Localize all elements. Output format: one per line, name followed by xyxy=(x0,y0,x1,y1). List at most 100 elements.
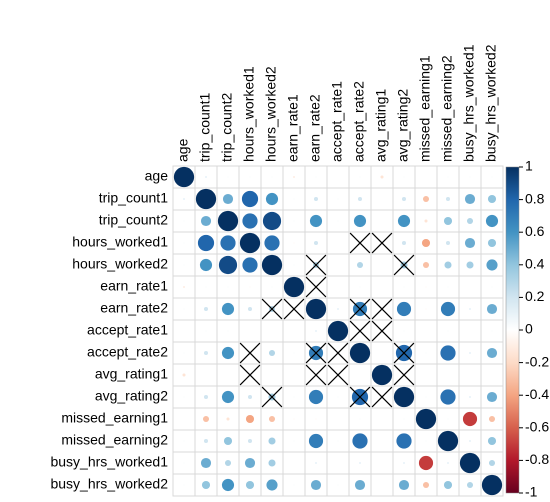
correlation-circle xyxy=(266,479,278,491)
correlation-circle xyxy=(327,320,349,342)
correlation-circle xyxy=(403,286,405,288)
correlation-circle xyxy=(359,176,361,178)
insignificant-cross xyxy=(327,364,349,386)
correlation-circle xyxy=(183,308,185,310)
insignificant-cross xyxy=(371,320,393,342)
insignificant-cross xyxy=(349,320,371,342)
correlation-circle xyxy=(182,197,186,201)
correlation-circle xyxy=(481,474,503,496)
correlation-circle xyxy=(264,235,280,251)
colorbar-tick-label: -0.2 xyxy=(525,353,549,369)
correlation-circle xyxy=(204,175,208,179)
correlation-circle xyxy=(203,394,209,400)
correlation-circle xyxy=(293,484,295,486)
correlation-circle xyxy=(239,232,261,254)
correlation-circle xyxy=(447,418,449,420)
colorbar-tick-label: -0.4 xyxy=(525,386,549,402)
correlation-circle xyxy=(425,352,427,354)
row-label: missed_earning1 xyxy=(61,410,168,426)
correlation-circle xyxy=(466,261,474,269)
correlation-circle xyxy=(468,439,472,443)
correlation-circle xyxy=(425,396,427,398)
correlation-circle xyxy=(402,461,406,465)
column-label: earn_rate2 xyxy=(307,94,323,162)
correlation-circle xyxy=(336,307,340,311)
colorbar-tick-label: 0.8 xyxy=(525,190,545,206)
colorbar-tick-label: 1 xyxy=(525,158,533,174)
correlation-circle xyxy=(183,396,185,398)
correlation-circle xyxy=(183,462,185,464)
correlation-circle xyxy=(491,176,493,178)
correlation-circle xyxy=(268,459,276,467)
correlation-circle xyxy=(202,415,210,423)
row-label: earn_rate1 xyxy=(100,278,168,294)
insignificant-cross xyxy=(327,342,349,364)
correlation-circle xyxy=(247,306,253,312)
correlation-circle xyxy=(447,176,449,178)
row-label: hours_worked2 xyxy=(72,256,168,272)
correlation-circle xyxy=(245,480,255,490)
correlation-circle xyxy=(217,210,239,232)
correlation-circle xyxy=(445,240,451,246)
row-label: earn_rate2 xyxy=(100,300,168,316)
insignificant-cross xyxy=(349,386,371,408)
colorbar-tick-label: 0.6 xyxy=(525,223,545,239)
correlation-circle xyxy=(403,176,405,178)
correlation-circle xyxy=(271,286,273,288)
correlation-circle xyxy=(337,198,339,200)
correlation-circle xyxy=(486,303,498,315)
correlation-circle xyxy=(486,391,498,403)
insignificant-cross xyxy=(239,342,261,364)
colorbar-tick-label: -0.6 xyxy=(525,419,549,435)
correlation-circle xyxy=(200,215,212,227)
correlation-circle xyxy=(308,389,324,405)
row-label: missed_earning2 xyxy=(61,432,168,448)
correlation-circle xyxy=(221,478,235,492)
correlation-circle xyxy=(195,188,217,210)
correlation-circle xyxy=(358,461,362,465)
correlation-circle xyxy=(466,481,474,489)
correlation-circle xyxy=(425,286,427,288)
column-label: trip_count1 xyxy=(197,93,213,162)
row-label: hours_worked1 xyxy=(72,234,168,250)
correlation-circle xyxy=(313,196,319,202)
correlation-circle xyxy=(356,261,364,269)
correlation-circle xyxy=(222,193,234,205)
correlation-circle xyxy=(396,433,412,449)
correlation-circle xyxy=(488,415,496,423)
correlation-circle xyxy=(403,330,405,332)
correlation-circle xyxy=(221,390,235,404)
correlation-circle xyxy=(226,417,230,421)
correlation-circle xyxy=(314,329,318,333)
colorbar-tick-label: 0.4 xyxy=(525,256,545,272)
correlation-circle xyxy=(464,193,476,205)
correlation-circle xyxy=(315,418,317,420)
correlation-circle xyxy=(421,238,431,248)
correlation-circle xyxy=(424,219,428,223)
column-label: age xyxy=(175,138,191,162)
correlation-circle xyxy=(459,452,481,474)
correlation-circle xyxy=(444,261,452,269)
correlation-circle xyxy=(357,196,363,202)
column-label: busy_hrs_worked1 xyxy=(461,44,477,162)
row-label: age xyxy=(145,168,169,184)
correlation-circle xyxy=(401,240,407,246)
correlation-circle xyxy=(486,347,498,359)
correlation-circle xyxy=(440,301,456,317)
correlation-circle xyxy=(305,298,327,320)
correlation-circle xyxy=(203,306,209,312)
correlation-circle xyxy=(261,254,283,276)
correlation-circle xyxy=(308,433,324,449)
correlation-circle xyxy=(437,430,459,452)
insignificant-cross xyxy=(239,364,261,386)
correlation-circle xyxy=(485,214,499,228)
correlation-circle xyxy=(468,351,472,355)
correlation-circle xyxy=(183,440,185,442)
correlation-circle xyxy=(221,346,235,360)
colorbar xyxy=(505,166,520,494)
correlation-circle xyxy=(183,220,185,222)
correlation-circle xyxy=(487,436,497,446)
correlation-circle xyxy=(183,484,185,486)
correlation-circle xyxy=(293,264,295,266)
